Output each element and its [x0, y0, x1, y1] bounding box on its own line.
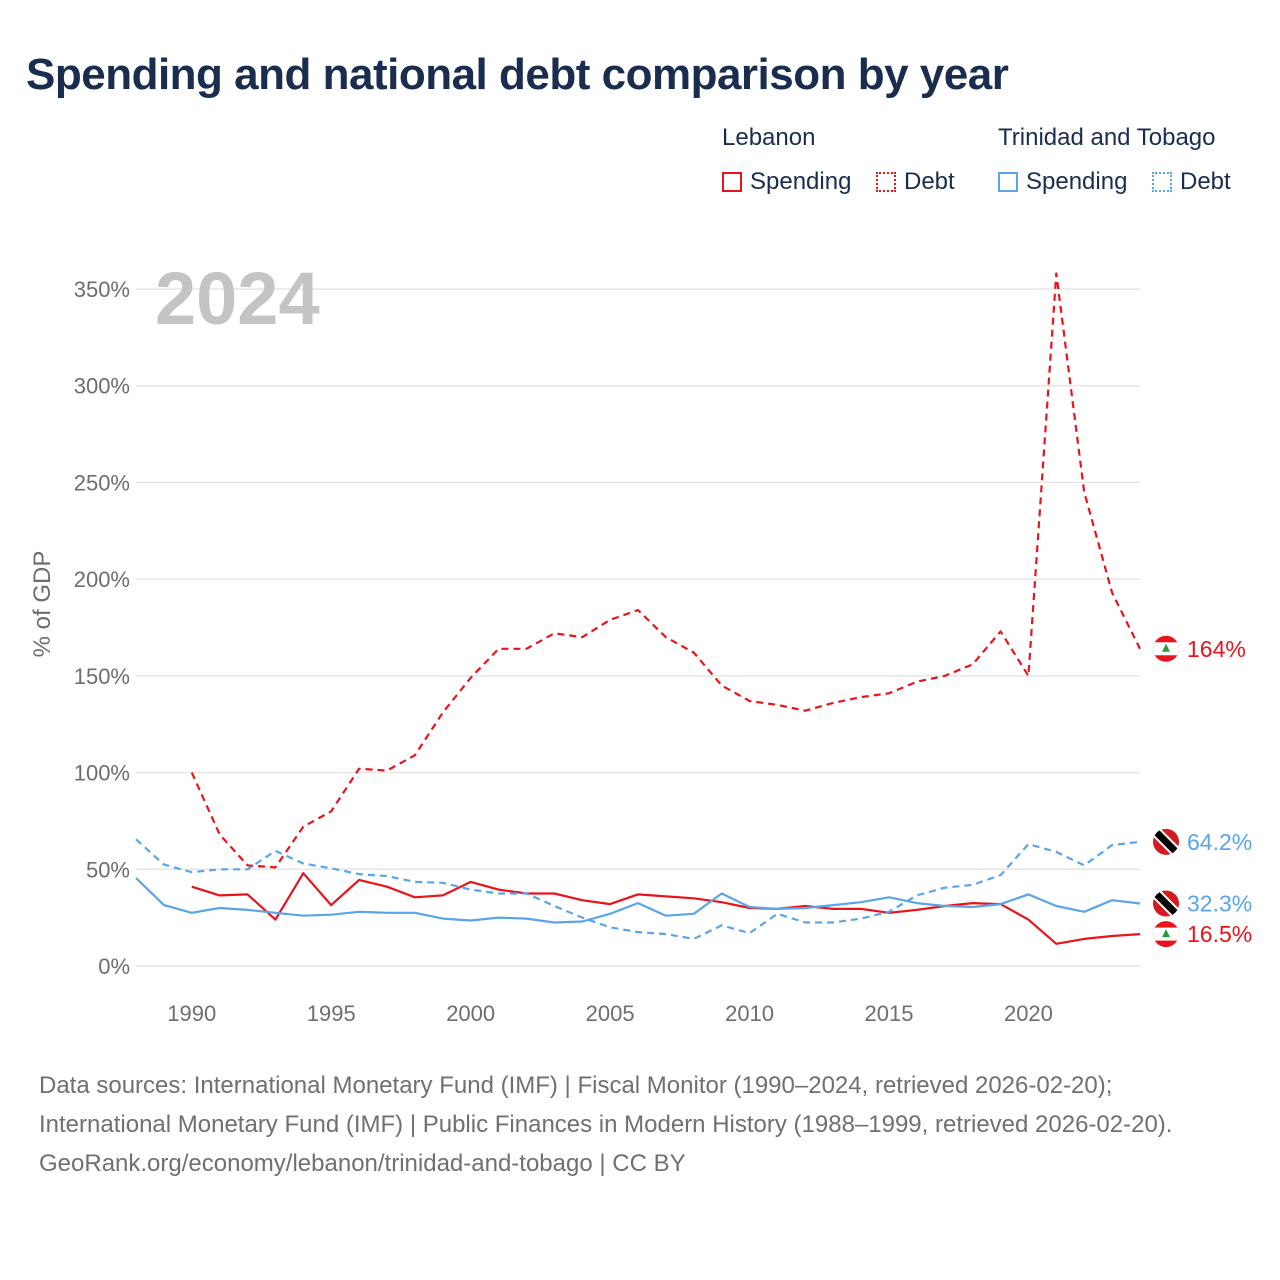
- trinidad-flag-icon: [1153, 890, 1179, 917]
- y-tick-label: 0%: [98, 954, 130, 979]
- legend-swatch-dotted-blue: [1152, 172, 1172, 192]
- series-lines: [135, 272, 1141, 945]
- legend-label: Debt: [1180, 168, 1231, 195]
- y-tick-label: 300%: [74, 374, 130, 399]
- y-axis-label: % of GDP: [29, 551, 56, 658]
- x-axis-ticks: 1990 1995 2000 2005 2010 2015 2020: [167, 1001, 1053, 1026]
- legend-lebanon-debt[interactable]: Debt: [876, 168, 955, 196]
- chart-title: Spending and national debt comparison by…: [26, 50, 1009, 99]
- grid-lines: [136, 288, 1140, 967]
- series-line-lebanon-spending[interactable]: [191, 872, 1141, 945]
- end-label-trinidad-and-tobago-debt: 64.2%: [1187, 829, 1252, 855]
- y-tick-label: 50%: [86, 857, 130, 882]
- series-line-trinidad-and-tobago-debt[interactable]: [135, 838, 1141, 941]
- legend-label: Spending: [750, 168, 852, 195]
- end-labels: 164% 16.5% 64.2% 32.3%: [1153, 635, 1252, 948]
- end-label-trinidad-and-tobago-spending: 32.3%: [1187, 891, 1252, 917]
- series-line-lebanon-debt[interactable]: [190, 272, 1141, 869]
- legend-trinidad-debt[interactable]: Debt: [1152, 168, 1231, 196]
- legend-trinidad-spending[interactable]: Spending: [998, 168, 1127, 196]
- x-tick-label: 2010: [725, 1001, 774, 1026]
- legend-lebanon-spending[interactable]: Spending: [722, 168, 851, 196]
- series-line-trinidad-and-tobago-spending[interactable]: [135, 877, 1141, 924]
- legend-label: Spending: [1026, 168, 1128, 195]
- footer: Data sources: International Monetary Fun…: [39, 1066, 1239, 1183]
- x-tick-label: 1990: [167, 1001, 216, 1026]
- legend-swatch-dotted-red: [876, 172, 896, 192]
- lebanon-flag-icon: [1153, 635, 1179, 662]
- credit-link[interactable]: GeoRank.org/economy/lebanon/trinidad-and…: [39, 1150, 686, 1177]
- lebanon-flag-icon: [1153, 921, 1179, 948]
- x-tick-label: 1995: [307, 1001, 356, 1026]
- x-tick-label: 2005: [586, 1001, 635, 1026]
- y-tick-label: 150%: [74, 664, 130, 689]
- end-label-lebanon-debt: 164%: [1187, 636, 1246, 662]
- legend-group-trinidad: Trinidad and Tobago: [998, 124, 1216, 151]
- y-axis-ticks: 0% 50% 100% 150% 200% 250% 300% 350%: [74, 277, 130, 979]
- y-tick-label: 100%: [74, 761, 130, 786]
- legend-swatch-solid-red: [722, 172, 742, 192]
- y-tick-label: 350%: [74, 277, 130, 302]
- trinidad-flag-icon: [1153, 828, 1179, 855]
- legend-group-lebanon: Lebanon: [722, 124, 816, 151]
- x-tick-label: 2000: [446, 1001, 495, 1026]
- line-chart: 2024 % of GDP 0% 50% 100% 150% 200% 250% 300% 3…: [29, 257, 1252, 1026]
- x-tick-label: 2020: [1004, 1001, 1053, 1026]
- year-watermark: 2024: [155, 257, 320, 340]
- data-sources: Data sources: International Monetary Fun…: [39, 1072, 1173, 1138]
- legend-label: Debt: [904, 168, 955, 195]
- end-label-lebanon-spending: 16.5%: [1187, 921, 1252, 947]
- y-tick-label: 250%: [74, 470, 130, 495]
- x-tick-label: 2015: [865, 1001, 914, 1026]
- y-tick-label: 200%: [74, 567, 130, 592]
- legend-swatch-solid-blue: [998, 172, 1018, 192]
